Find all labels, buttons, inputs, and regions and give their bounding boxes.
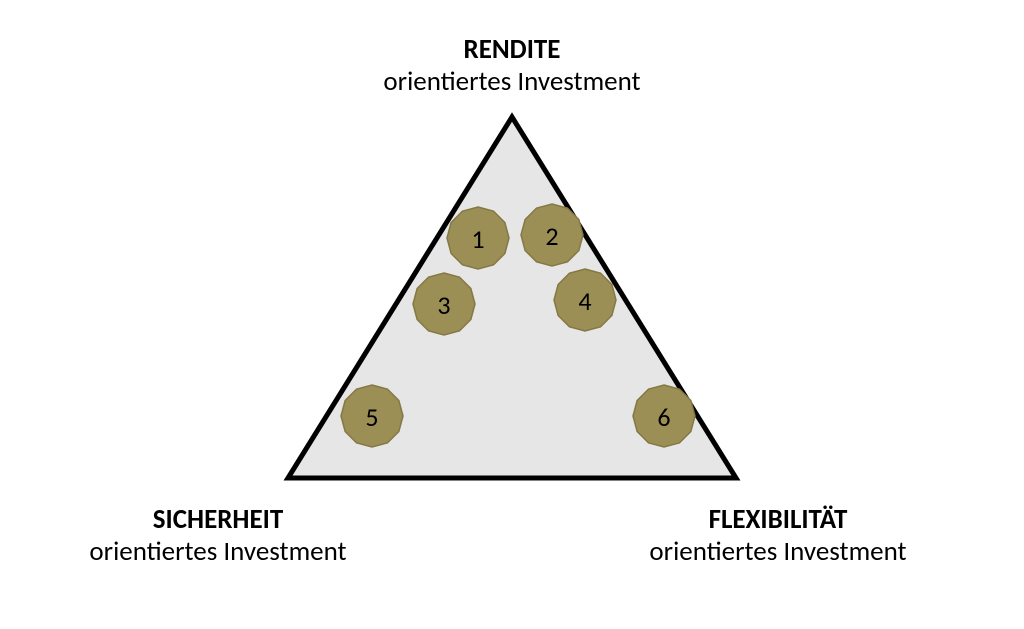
vertex-label-left: SICHERHEIT orientiertes Investment bbox=[18, 504, 418, 569]
vertex-label-top: RENDITE orientiertes Investment bbox=[262, 34, 762, 99]
vertex-label-right-sub: orientiertes Investment bbox=[578, 536, 978, 568]
node-label-4: 4 bbox=[578, 285, 591, 317]
vertex-label-left-bold: SICHERHEIT bbox=[18, 504, 418, 536]
vertex-label-right-bold: FLEXIBILITÄT bbox=[578, 504, 978, 536]
vertex-label-top-sub: orientiertes Investment bbox=[262, 66, 762, 98]
node-label-2: 2 bbox=[545, 220, 558, 252]
vertex-label-right: FLEXIBILITÄT orientiertes Investment bbox=[578, 504, 978, 569]
vertex-label-top-bold: RENDITE bbox=[262, 34, 762, 66]
node-label-1: 1 bbox=[471, 223, 484, 255]
node-label-3: 3 bbox=[437, 289, 450, 321]
vertex-label-left-sub: orientiertes Investment bbox=[18, 536, 418, 568]
node-label-5: 5 bbox=[365, 401, 378, 433]
node-label-6: 6 bbox=[657, 401, 670, 433]
